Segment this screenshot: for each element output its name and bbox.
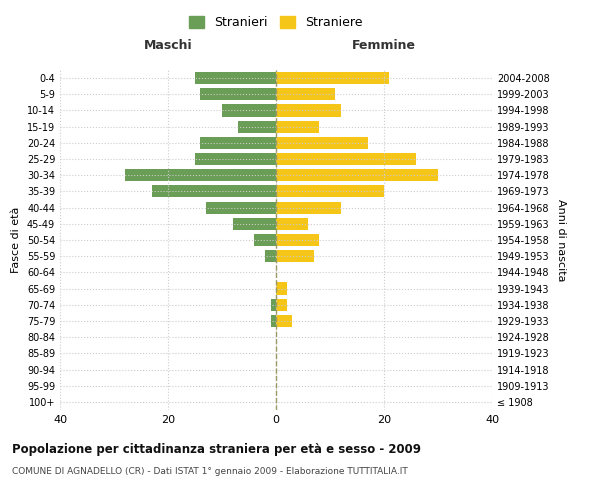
Bar	[238, 120, 276, 132]
Bar	[125, 169, 276, 181]
Bar	[200, 88, 276, 101]
Y-axis label: Fasce di età: Fasce di età	[11, 207, 21, 273]
Legend: Stranieri, Straniere: Stranieri, Straniere	[184, 11, 368, 34]
Bar	[276, 250, 314, 262]
Bar	[271, 315, 276, 327]
Bar	[276, 137, 368, 149]
Bar	[276, 202, 341, 213]
Bar	[276, 120, 319, 132]
Text: COMUNE DI AGNADELLO (CR) - Dati ISTAT 1° gennaio 2009 - Elaborazione TUTTITALIA.: COMUNE DI AGNADELLO (CR) - Dati ISTAT 1°…	[12, 468, 408, 476]
Bar	[195, 72, 276, 84]
Bar	[276, 218, 308, 230]
Bar	[152, 186, 276, 198]
Bar	[222, 104, 276, 117]
Bar	[206, 202, 276, 213]
Bar	[276, 72, 389, 84]
Bar	[254, 234, 276, 246]
Text: Femmine: Femmine	[352, 40, 416, 52]
Bar	[200, 137, 276, 149]
Bar	[195, 153, 276, 165]
Bar	[276, 104, 341, 117]
Text: Maschi: Maschi	[143, 40, 193, 52]
Text: Popolazione per cittadinanza straniera per età e sesso - 2009: Popolazione per cittadinanza straniera p…	[12, 442, 421, 456]
Bar	[276, 282, 287, 294]
Bar	[276, 315, 292, 327]
Bar	[271, 298, 276, 311]
Bar	[265, 250, 276, 262]
Bar	[276, 153, 416, 165]
Bar	[233, 218, 276, 230]
Bar	[276, 186, 384, 198]
Bar	[276, 298, 287, 311]
Bar	[276, 169, 438, 181]
Y-axis label: Anni di nascita: Anni di nascita	[556, 198, 566, 281]
Bar	[276, 88, 335, 101]
Bar	[276, 234, 319, 246]
